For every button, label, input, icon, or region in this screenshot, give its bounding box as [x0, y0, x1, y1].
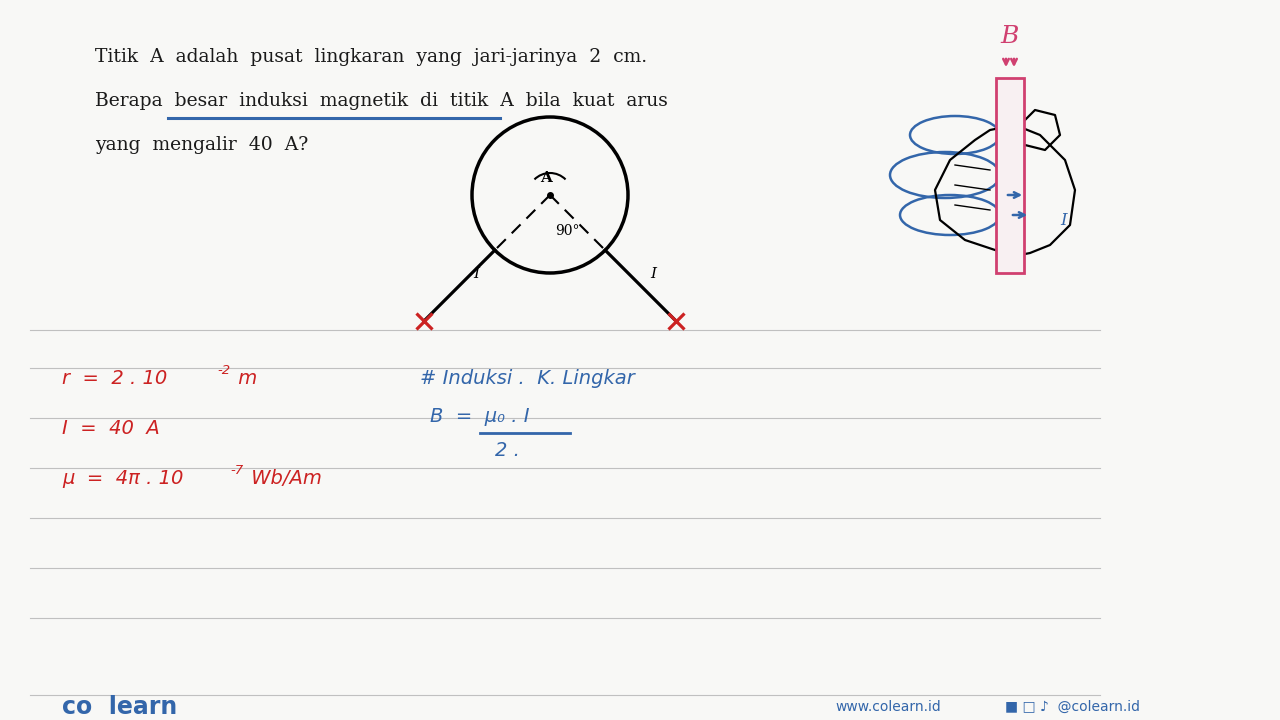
Text: ■ □ ♪  @colearn.id: ■ □ ♪ @colearn.id — [1005, 700, 1140, 714]
Text: -2: -2 — [218, 364, 230, 377]
Text: Wb/Am: Wb/Am — [244, 469, 321, 487]
Text: Titik  A  adalah  pusat  lingkaran  yang  jari-jarinya  2  cm.: Titik A adalah pusat lingkaran yang jari… — [95, 48, 648, 66]
Text: m: m — [232, 369, 257, 387]
Text: r  =  2 . 10: r = 2 . 10 — [61, 369, 168, 387]
Text: B  =  μ₀ . I: B = μ₀ . I — [430, 407, 530, 426]
Text: μ  =  4π . 10: μ = 4π . 10 — [61, 469, 183, 487]
Text: 90°: 90° — [556, 224, 580, 238]
Text: www.colearn.id: www.colearn.id — [835, 700, 941, 714]
Text: I: I — [1060, 212, 1066, 229]
Text: 2 .: 2 . — [495, 441, 520, 459]
Text: co  learn: co learn — [61, 695, 177, 719]
Text: Berapa  besar  induksi  magnetik  di  titik  A  bila  kuat  arus: Berapa besar induksi magnetik di titik A… — [95, 92, 668, 110]
Text: A: A — [540, 171, 552, 185]
Text: yang  mengalir  40  A?: yang mengalir 40 A? — [95, 136, 308, 154]
Text: I: I — [474, 266, 480, 281]
Text: # Induksi .  K. Lingkar: # Induksi . K. Lingkar — [420, 369, 635, 387]
Text: I  =  40  A: I = 40 A — [61, 418, 160, 438]
Bar — [996, 78, 1024, 273]
Text: I: I — [650, 266, 657, 281]
Text: B: B — [1001, 25, 1019, 48]
Text: -7: -7 — [230, 464, 243, 477]
